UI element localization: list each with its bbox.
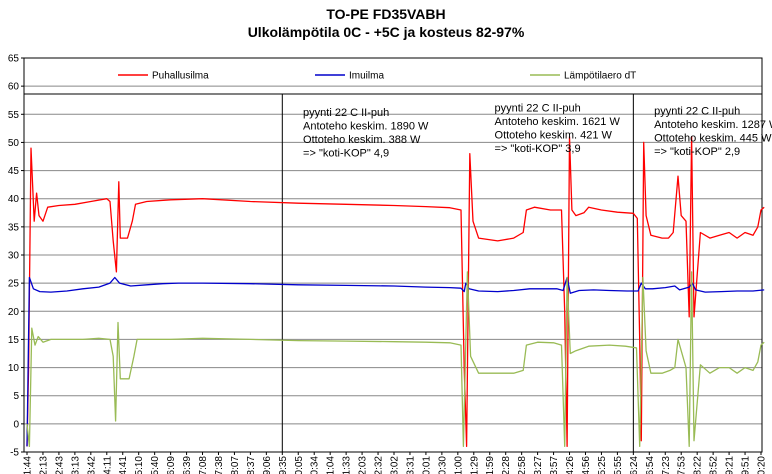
x-tick-label: 12:43 bbox=[54, 456, 65, 474]
x-tick-label: 1:00 bbox=[453, 456, 464, 474]
x-tick-label: 3:27 bbox=[533, 456, 544, 474]
x-tick-label: 6:24 bbox=[629, 456, 640, 474]
chart-title: TO-PE FD35VABH bbox=[326, 6, 445, 22]
x-tick-label: 8:22 bbox=[693, 456, 704, 474]
y-tick-label: 55 bbox=[8, 110, 20, 121]
x-tick-label: 9:21 bbox=[725, 456, 736, 474]
x-tick-label: 11:44 bbox=[23, 456, 34, 474]
x-tick-label: 5:25 bbox=[597, 456, 608, 474]
x-tick-label: 2:58 bbox=[517, 456, 528, 474]
annotation-line: Antoteho keskim. 1890 W bbox=[303, 120, 429, 132]
x-tick-label: 13:13 bbox=[70, 456, 81, 474]
annotation-line: => "koti-KOP" 2,9 bbox=[654, 146, 740, 158]
x-tick-label: 21:33 bbox=[342, 456, 353, 474]
x-tick-label: 22:03 bbox=[358, 456, 369, 474]
annotation-line: Antoteho keskim. 1621 W bbox=[495, 116, 621, 128]
x-tick-label: 19:06 bbox=[262, 456, 273, 474]
gridlines bbox=[24, 57, 762, 453]
y-tick-label: 50 bbox=[8, 138, 20, 149]
x-tick-label: 18:37 bbox=[246, 456, 257, 474]
y-tick-label: 30 bbox=[8, 251, 20, 262]
annotation-line: Ottoteho keskim. 445 W bbox=[654, 132, 772, 144]
x-tick-label: 23:02 bbox=[390, 456, 401, 474]
y-tick-label: 40 bbox=[8, 194, 20, 205]
annotation-line: Antoteho keskim. 1287 W bbox=[654, 119, 772, 131]
x-tick-label: 15:10 bbox=[134, 456, 145, 474]
x-tick-label: 7:53 bbox=[677, 456, 688, 474]
x-tick-label: 18:07 bbox=[230, 456, 241, 474]
y-tick-label: 45 bbox=[8, 166, 20, 177]
y-tick-label: 35 bbox=[8, 222, 20, 233]
x-tick-label: 23:31 bbox=[405, 456, 416, 474]
x-tick-label: 20:34 bbox=[310, 456, 321, 474]
annotation-line: Ottoteho keskim. 388 W bbox=[303, 134, 421, 146]
x-tick-label: 8:52 bbox=[709, 456, 720, 474]
y-tick-label: 5 bbox=[13, 391, 19, 402]
x-tick-label: 22:32 bbox=[374, 456, 385, 474]
y-tick-label: 0 bbox=[13, 419, 19, 430]
x-tick-label: 9:51 bbox=[741, 456, 752, 474]
annotation-line: => "koti-KOP" 3,9 bbox=[495, 143, 581, 155]
y-tick-label: 65 bbox=[8, 54, 20, 65]
x-tick-label: 6:54 bbox=[645, 456, 656, 474]
y-tick-label: 20 bbox=[8, 307, 20, 318]
legend-entry: Lämpötilaero dT bbox=[564, 71, 636, 82]
y-tick-label: 60 bbox=[8, 82, 20, 93]
x-tick-label: 20:05 bbox=[294, 456, 305, 474]
series-lines bbox=[26, 136, 765, 448]
x-tick-label: 7:23 bbox=[661, 456, 672, 474]
x-tick-label: 14:41 bbox=[118, 456, 129, 474]
x-tick-label: 17:38 bbox=[214, 456, 225, 474]
run-separators bbox=[281, 94, 634, 452]
annotation-line: Ottoteho keskim. 421 W bbox=[495, 129, 613, 141]
y-tick-label: 15 bbox=[8, 335, 20, 346]
x-tick-label: 5:55 bbox=[613, 456, 624, 474]
annotation-line: pyynti 22 C II-puh bbox=[303, 107, 389, 119]
x-tick-label: 4:26 bbox=[565, 456, 576, 474]
x-tick-label: 16:39 bbox=[182, 456, 193, 474]
annotation-line: pyynti 22 C II-puh bbox=[495, 102, 581, 114]
x-tick-label: 3:57 bbox=[549, 456, 560, 474]
x-tick-label: 0:01 bbox=[421, 456, 432, 474]
legend-entry: Imuilma bbox=[349, 71, 384, 82]
x-axis-ticks: 11:44 12:13 12:43 13:13 13:42 14:11 14:41 15:10… bbox=[23, 452, 768, 474]
series-line bbox=[26, 271, 765, 448]
x-tick-label: 1:29 bbox=[469, 456, 480, 474]
x-tick-label: 13:42 bbox=[86, 456, 97, 474]
series-line bbox=[26, 136, 765, 448]
series-line bbox=[26, 276, 765, 447]
x-tick-label: 4:56 bbox=[581, 456, 592, 474]
x-tick-label: 10:20 bbox=[757, 456, 768, 474]
x-tick-label: 19:35 bbox=[278, 456, 289, 474]
x-tick-label: 14:11 bbox=[102, 456, 113, 474]
y-tick-label: 10 bbox=[8, 363, 20, 374]
x-tick-label: 12:13 bbox=[38, 456, 49, 474]
x-tick-label: 0:30 bbox=[437, 456, 448, 474]
annotation-line: pyynti 22 C II-puh bbox=[654, 105, 740, 117]
x-tick-label: 16:09 bbox=[166, 456, 177, 474]
x-tick-label: 15:40 bbox=[150, 456, 161, 474]
y-tick-label: 25 bbox=[8, 279, 20, 290]
x-tick-label: 21:04 bbox=[326, 456, 337, 474]
x-tick-label: 2:28 bbox=[501, 456, 512, 474]
x-tick-label: 17:08 bbox=[198, 456, 209, 474]
y-tick-label: -5 bbox=[10, 448, 19, 459]
annotation-line: => "koti-KOP" 4,9 bbox=[303, 147, 389, 159]
legend-entry: Puhallusilma bbox=[152, 71, 209, 82]
x-tick-label: 1:59 bbox=[485, 456, 496, 474]
legend: Puhallusilma Imuilma Lämpötilaero dT bbox=[24, 71, 762, 95]
chart-subtitle: Ulkolämpötila 0C - +5C ja kosteus 82-97% bbox=[248, 24, 525, 40]
y-axis-ticks: -5 0 5 10 15 20 25 30 35 40 45 50 55 60 65 bbox=[8, 54, 24, 459]
